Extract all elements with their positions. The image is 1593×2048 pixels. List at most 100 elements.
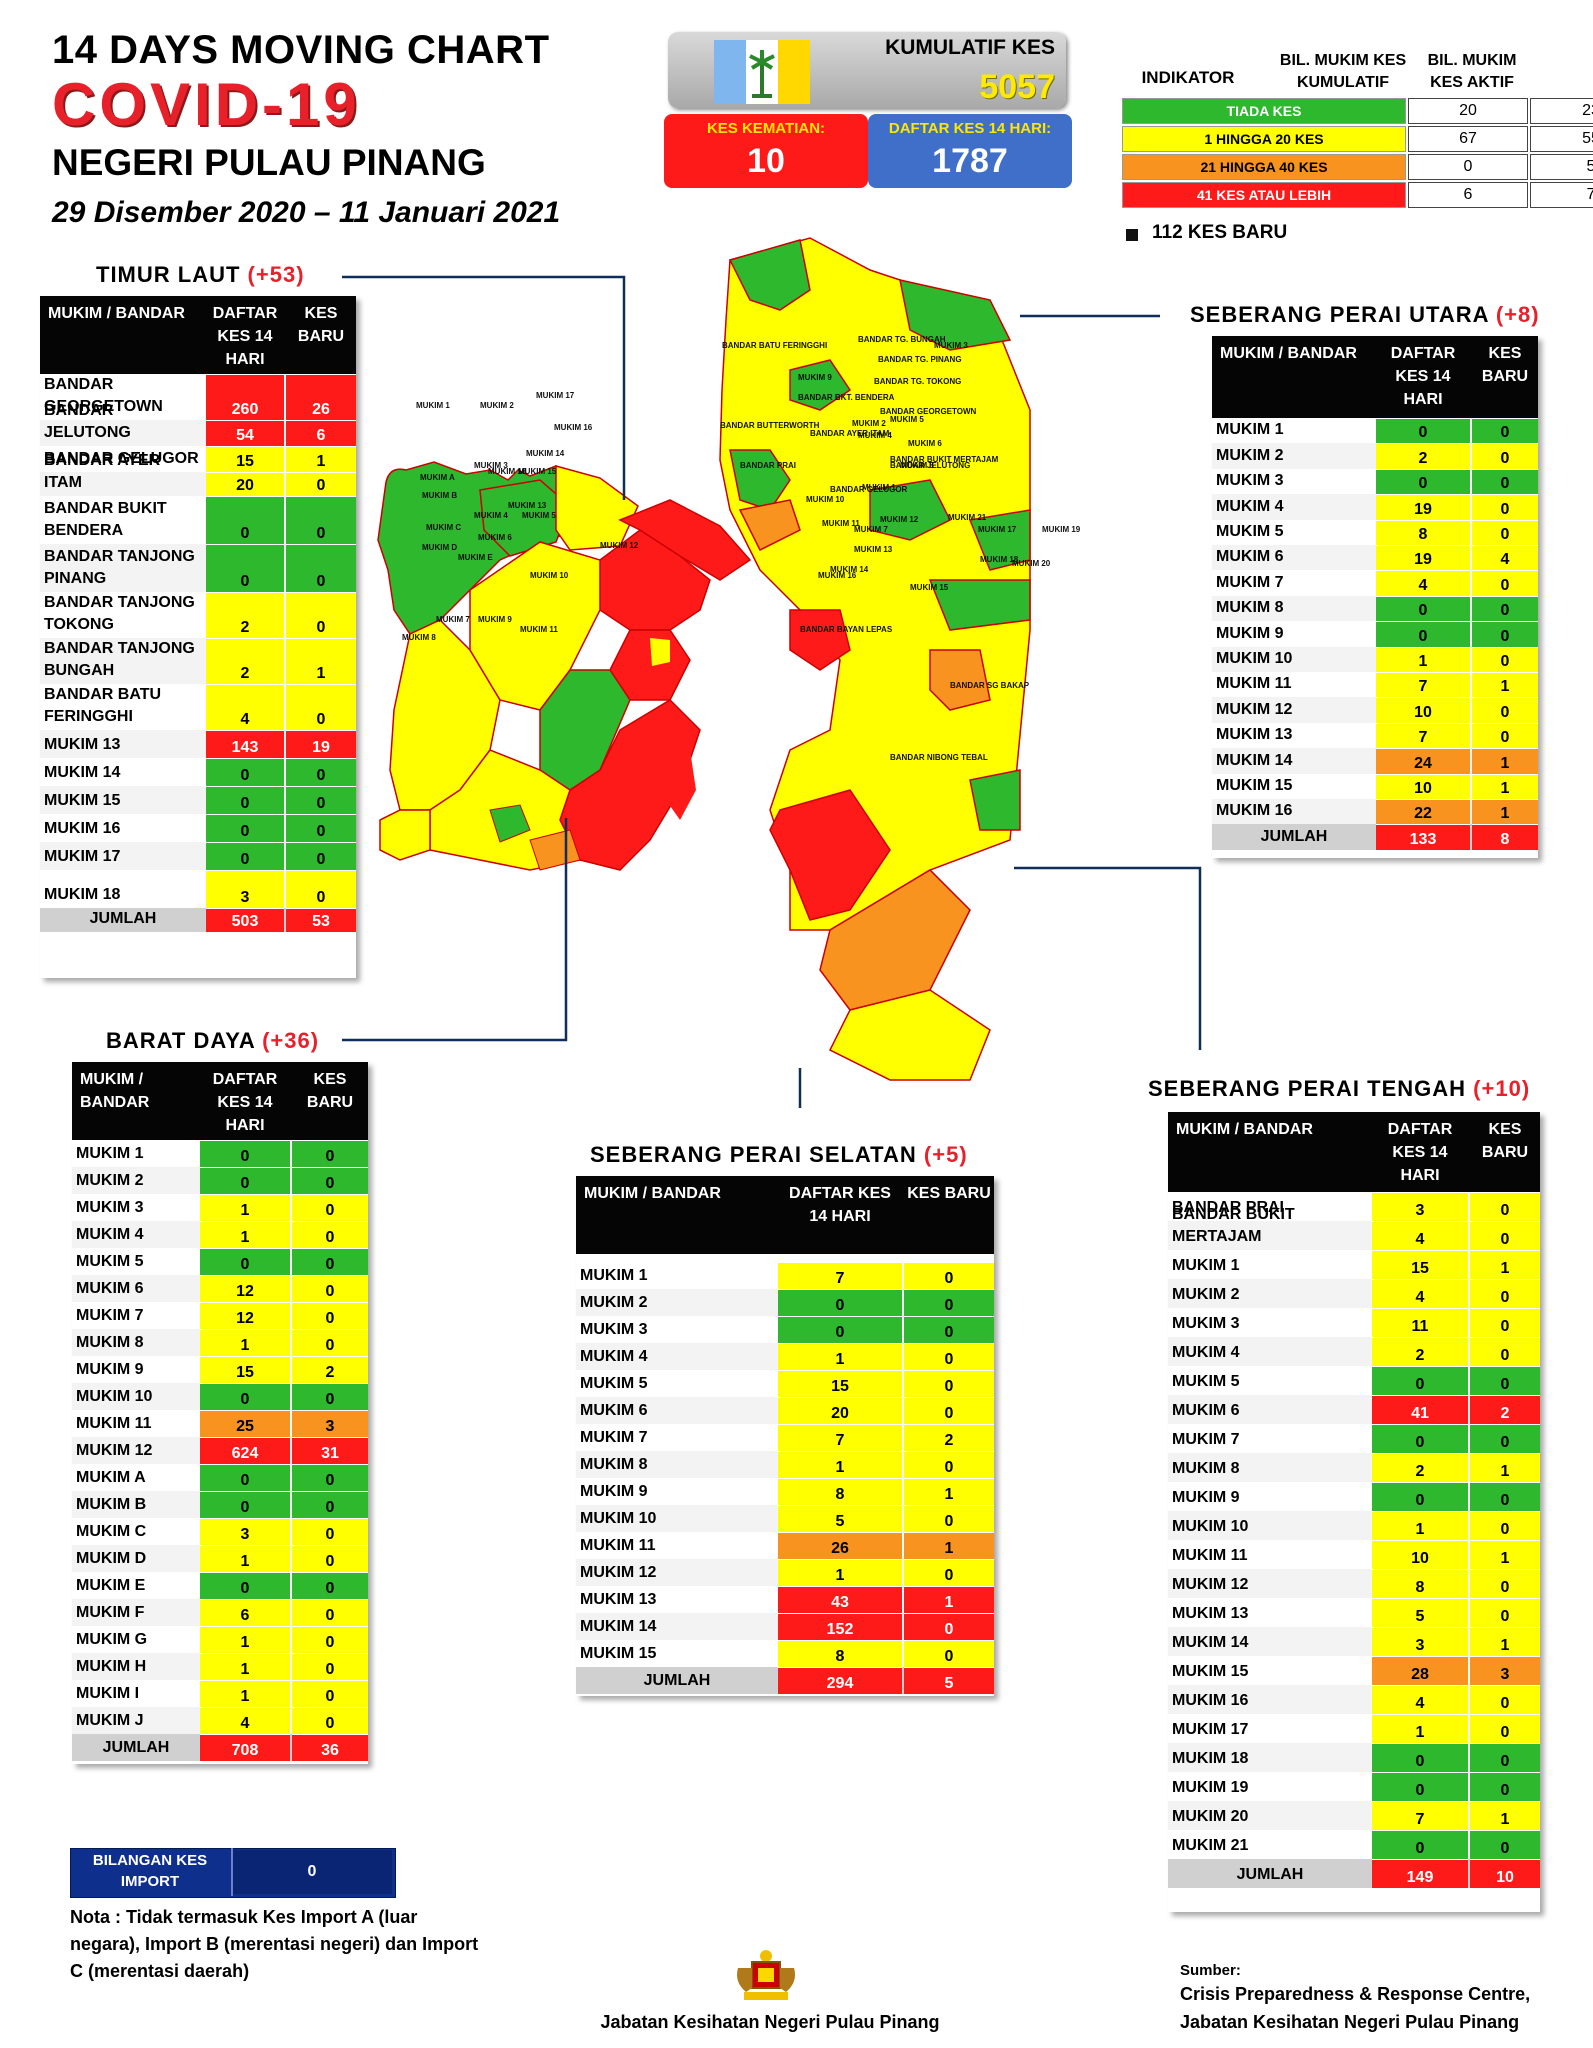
kes-baru-cell: 0 — [1470, 1482, 1540, 1511]
table-row: MUKIM 13 5 0 — [1168, 1598, 1540, 1627]
island-region-label: MUKIM C — [426, 523, 461, 532]
daftar-cell: 0 — [206, 814, 284, 842]
kes-baru-cell: 3 — [1470, 1656, 1540, 1685]
mukim-label: MUKIM 6 — [1172, 1402, 1240, 1419]
daftar-cell: 0 — [200, 1140, 290, 1167]
island-region-label: MUKIM 17 — [536, 391, 575, 400]
mainland-region-label: BANDAR BUTTERWORTH — [720, 421, 820, 430]
mukim-label: MUKIM 7 — [580, 1429, 648, 1446]
island-region-label: MUKIM 15 — [518, 467, 557, 476]
daftar-cell: 3 — [1372, 1627, 1468, 1656]
daftar-cell: 1 — [200, 1194, 290, 1221]
kes-baru-cell: 0 — [292, 1545, 368, 1572]
kes-baru-cell: 0 — [286, 544, 356, 592]
kes-baru-cell: 2 — [904, 1424, 994, 1451]
island-region-label: MUKIM 5 — [522, 511, 556, 520]
mukim-label: MUKIM 14 — [580, 1618, 657, 1635]
mainland-region-label: BANDAR NIBONG TEBAL — [890, 753, 988, 762]
mukim-label: MUKIM A — [76, 1469, 146, 1486]
daftar-cell: 0 — [1376, 418, 1470, 444]
mukim-label: MUKIM 18 — [1172, 1750, 1249, 1767]
kes-baru-cell: 1 — [1472, 672, 1538, 698]
table-row: BANDAR BATU FERINGGHI 4 0 — [40, 684, 356, 730]
mukim-label: MUKIM 5 — [76, 1253, 144, 1270]
total-label: JUMLAH — [89, 910, 157, 927]
daftar-cell: 7 — [778, 1424, 902, 1451]
kes-baru-cell: 0 — [904, 1397, 994, 1424]
state-name: NEGERI PULAU PINANG — [52, 142, 486, 183]
header-kes-baru: KES BARU — [297, 305, 345, 345]
indicator-category: 1 HINGGA 20 KES — [1122, 126, 1406, 152]
kes-baru-cell: 0 — [1470, 1598, 1540, 1627]
mainland-region-label: MUKIM 5 — [890, 415, 924, 424]
daftar-value: 1787 — [932, 142, 1008, 180]
mukim-label: MUKIM 17 — [44, 848, 121, 865]
mukim-label: MUKIM 8 — [1172, 1460, 1240, 1477]
mukim-label: MUKIM C — [76, 1523, 147, 1540]
indicator-aktif-value: 7 — [1530, 182, 1593, 208]
table-row: MUKIM 6 12 0 — [72, 1275, 368, 1302]
header-kes-baru: KES BARU — [1481, 1121, 1529, 1161]
table-row: MUKIM 10 0 0 — [72, 1383, 368, 1410]
mainland-region-label: MUKIM 15 — [910, 583, 949, 592]
daftar-cell: 43 — [778, 1586, 902, 1613]
header-daftar: DAFTAR KES 14 HARI — [212, 305, 278, 368]
header-mukim: MUKIM / BANDAR — [48, 305, 185, 322]
kes-baru-cell: 0 — [1470, 1511, 1540, 1540]
daftar-cell: 2 — [1372, 1453, 1468, 1482]
mukim-label: BANDAR AYER ITAM — [44, 452, 161, 491]
daftar-cell: 3 — [206, 870, 284, 908]
daftar-cell: 149 — [1372, 1859, 1468, 1888]
kes-baru-cell: 0 — [904, 1316, 994, 1343]
sp-tengah-title-text: SEBERANG PERAI TENGAH — [1148, 1076, 1467, 1101]
daftar-cell: 1 — [1372, 1511, 1468, 1540]
mukim-label: MUKIM 18 — [44, 886, 121, 903]
table-row: MUKIM 16 22 1 — [1212, 799, 1538, 825]
kes-baru-cell: 19 — [286, 730, 356, 758]
mukim-label: MUKIM 1 — [76, 1145, 144, 1162]
mainland-map — [719, 237, 1031, 1081]
mukim-label: MUKIM 19 — [1172, 1779, 1249, 1796]
mukim-label: MUKIM 2 — [1172, 1286, 1240, 1303]
daftar-cell: 0 — [200, 1491, 290, 1518]
mukim-label: MUKIM H — [76, 1658, 147, 1675]
daftar-cell: 12 — [200, 1302, 290, 1329]
mukim-label: MUKIM 20 — [1172, 1808, 1249, 1825]
table-row: MUKIM 14 0 0 — [40, 758, 356, 786]
table-row: BANDAR BUKIT BENDERA 0 0 — [40, 496, 356, 544]
mainland-region-label: BANDAR PRAI — [740, 461, 796, 470]
daftar-cell: 10 — [1376, 773, 1470, 799]
kes-baru-cell: 0 — [292, 1302, 368, 1329]
kes-baru-cell: 0 — [1470, 1279, 1540, 1308]
daftar-cell: 2 — [206, 638, 284, 684]
table-row: BANDAR GEORGETOWN 260 26 — [40, 374, 356, 420]
table-row: BANDAR AYER ITAM 20 0 — [40, 452, 356, 496]
daftar-cell: 0 — [1372, 1366, 1468, 1395]
mukim-label: MUKIM 4 — [76, 1226, 144, 1243]
island-region-label: MUKIM 16 — [554, 423, 593, 432]
header-daftar: DAFTAR KES 14 HARI — [1387, 1121, 1453, 1184]
kes-baru-cell: 1 — [1470, 1540, 1540, 1569]
mainland-region-label: MUKIM 3 — [934, 341, 968, 350]
barat-daya-delta: (+36) — [262, 1028, 320, 1053]
island-region-label: MUKIM 14 — [526, 449, 565, 458]
total-label: JUMLAH — [1236, 1866, 1304, 1883]
mukim-label: MUKIM I — [76, 1685, 140, 1702]
mainland-region-label: MUKIM 20 — [1012, 559, 1051, 568]
kes-baru-cell: 10 — [1470, 1859, 1540, 1888]
header-mukim: MUKIM / BANDAR — [584, 1185, 721, 1202]
header-mukim: MUKIM / BANDAR — [1176, 1121, 1313, 1138]
mainland-region-label: MUKIM 7 — [854, 525, 888, 534]
mukim-label: MUKIM 3 — [1172, 1315, 1240, 1332]
kes-baru-cell: 0 — [292, 1275, 368, 1302]
table-row: MUKIM 5 15 0 — [576, 1370, 994, 1397]
kumulatif-label: KUMULATIF KES — [885, 36, 1055, 59]
total-row: JUMLAH 133 8 — [1212, 824, 1538, 850]
kes-baru-cell: 0 — [1470, 1366, 1540, 1395]
